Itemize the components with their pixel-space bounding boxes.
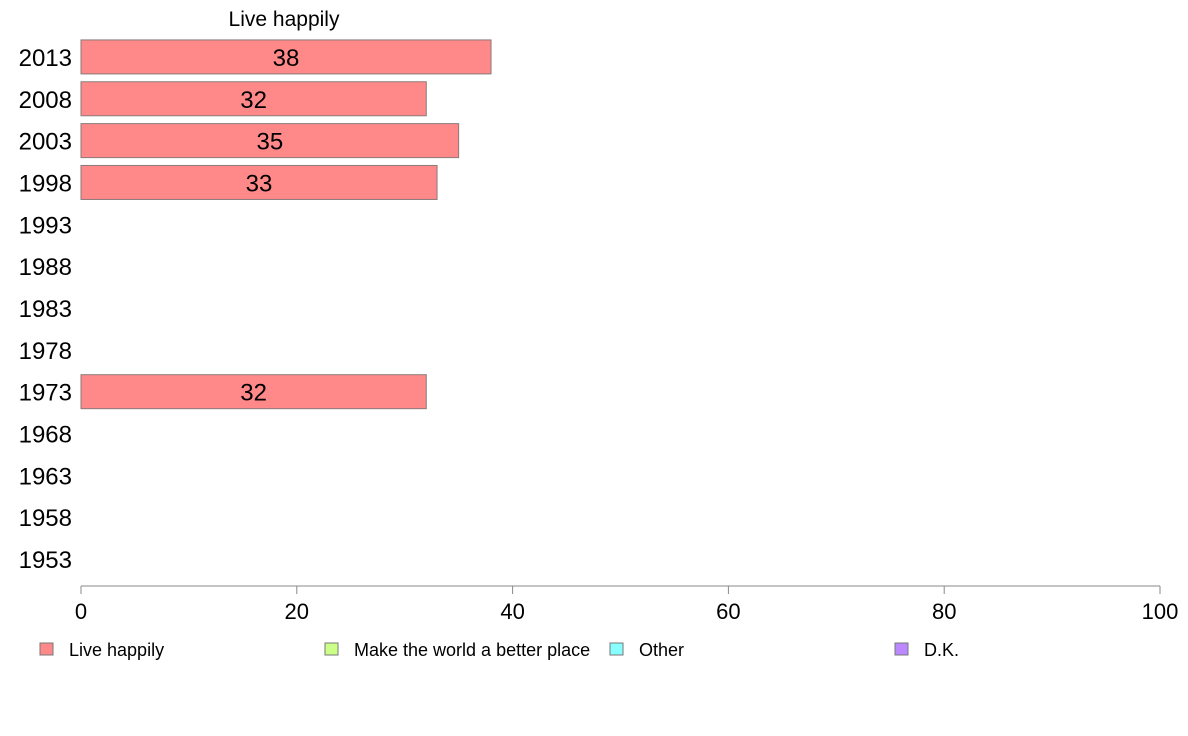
bar-value-label: 38: [273, 45, 300, 72]
x-tick-label: 100: [1142, 599, 1179, 624]
x-tick-label: 20: [285, 599, 309, 624]
bar: [80, 81, 427, 117]
chart-title: Live happily: [229, 8, 340, 31]
legend-swatch: [39, 642, 54, 656]
legend-label: D.K.: [924, 640, 959, 660]
bar: [80, 164, 438, 200]
bar-value-label: 33: [246, 170, 273, 197]
bar-value-label: 32: [240, 380, 267, 407]
y-tick-label: 1973: [19, 380, 72, 407]
legend-item: Other: [609, 640, 684, 660]
legend-label: Make the world a better place: [354, 640, 590, 660]
y-tick-label: 1988: [19, 254, 72, 281]
x-tick-label: 80: [932, 599, 956, 624]
x-tick-label: 0: [75, 599, 87, 624]
y-tick-label: 1953: [19, 547, 72, 574]
bar: [80, 39, 492, 75]
legend-swatch: [609, 642, 624, 656]
bar-value-label: 32: [240, 87, 267, 114]
y-tick-label: 1983: [19, 296, 72, 323]
legend-item: Make the world a better place: [324, 640, 590, 660]
bar: [80, 123, 460, 159]
legend-swatch: [894, 642, 909, 656]
legend-item: Live happily: [39, 640, 164, 660]
legend-label: Live happily: [69, 640, 164, 660]
bar-value-label: 35: [256, 129, 283, 156]
y-tick-label: 2003: [19, 129, 72, 156]
legend-swatch: [324, 642, 339, 656]
bar: [80, 374, 427, 410]
legend-label: Other: [639, 640, 684, 660]
legend-item: D.K.: [894, 640, 959, 660]
y-tick-label: 2013: [19, 45, 72, 72]
x-tick-label: 40: [500, 599, 524, 624]
y-tick-label: 1968: [19, 422, 72, 449]
y-tick-label: 2008: [19, 87, 72, 114]
y-tick-label: 1993: [19, 212, 72, 239]
y-tick-label: 1998: [19, 170, 72, 197]
y-tick-label: 1963: [19, 463, 72, 490]
y-tick-label: 1958: [19, 505, 72, 532]
x-tick-label: 60: [716, 599, 740, 624]
y-tick-label: 1978: [19, 338, 72, 365]
